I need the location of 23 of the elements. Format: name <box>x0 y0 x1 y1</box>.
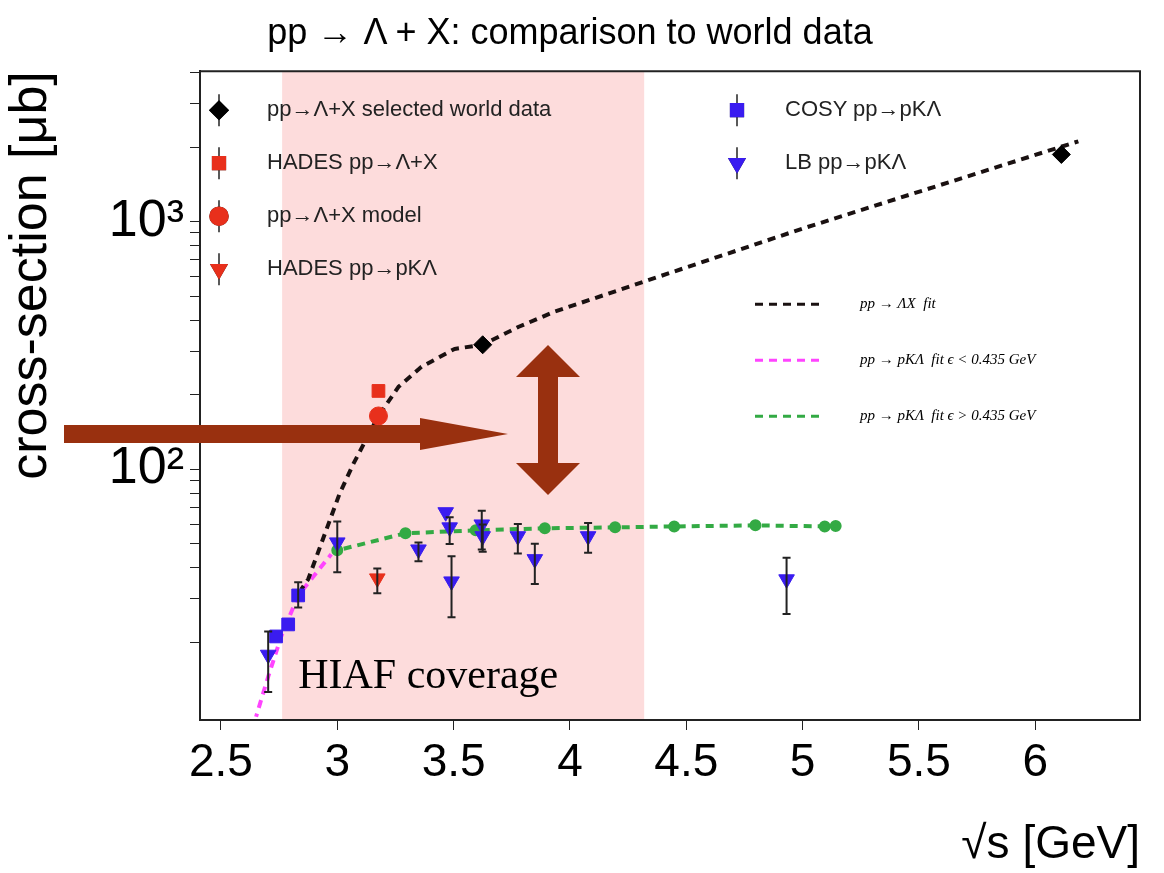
x-tick-label: 5 <box>789 734 816 787</box>
legend-label: HADES pp→Λ+X <box>267 149 438 175</box>
y-tick-label: 10² <box>108 436 184 495</box>
legend-label: HADES pp→pKΛ <box>267 255 438 281</box>
y-tick-label: 10³ <box>108 188 184 247</box>
x-tick-label: 5.5 <box>886 734 951 787</box>
band-label: HIAF coverage <box>298 651 559 698</box>
x-tick-label: 3.5 <box>421 734 486 787</box>
legend-label: LB pp→pKΛ <box>785 149 907 175</box>
x-tick-label: 3 <box>324 734 351 787</box>
x-tick-label: 4.5 <box>654 734 719 787</box>
legend-label: pp→Λ+X model <box>267 202 422 228</box>
legend-label: pp → pKΛ fit ϵ > 0.435 GeV <box>859 407 1038 424</box>
x-tick-label: 4 <box>557 734 583 787</box>
y-axis-title: cross-section [μb] <box>0 71 57 480</box>
x-tick-label: 6 <box>1022 734 1049 787</box>
x-axis-title: √s [GeV] <box>961 816 1140 869</box>
legend-label: pp → pKΛ fit ϵ < 0.435 GeV <box>859 351 1038 368</box>
legend-label: pp→Λ+X selected world data <box>267 96 553 122</box>
x-tick-label: 2.5 <box>188 734 253 787</box>
legend-label: pp → ΛX fit <box>859 295 937 312</box>
chart-title: pp → Λ + X: comparison to world data <box>267 10 874 52</box>
legend-label: COSY pp→pKΛ <box>785 96 942 122</box>
